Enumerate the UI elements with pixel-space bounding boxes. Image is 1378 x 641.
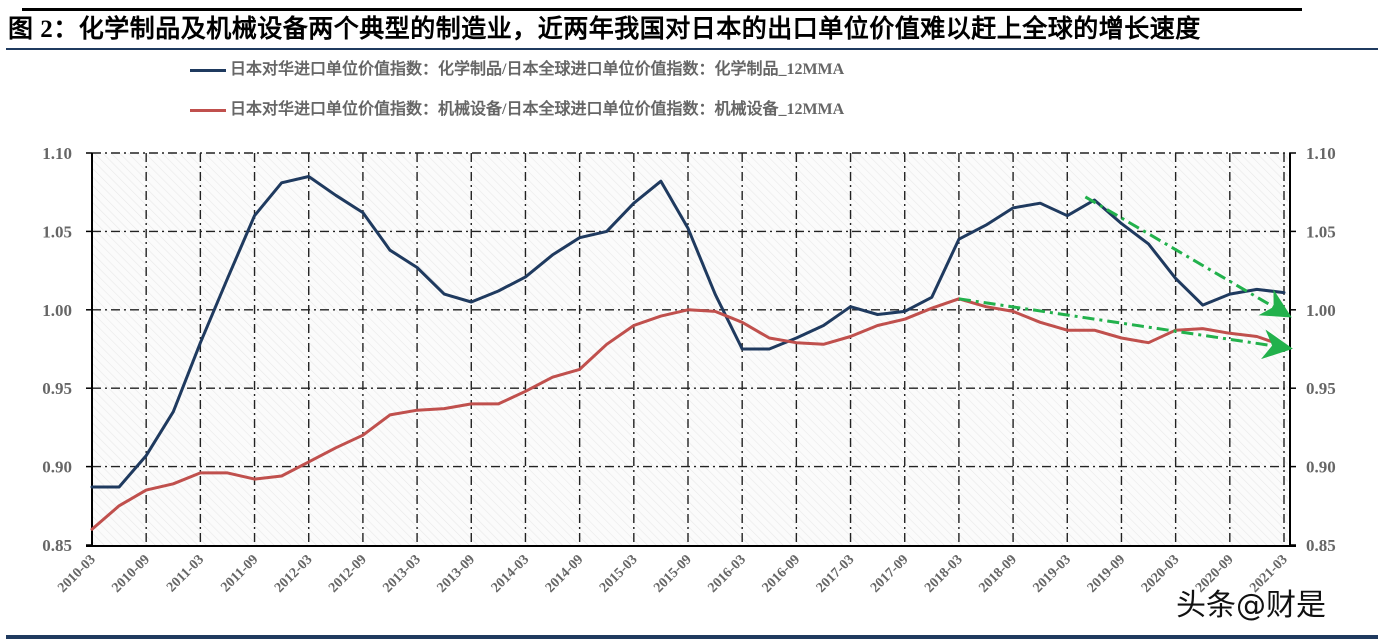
x-tick-label: 2015-09 [651,552,695,596]
y-tick-label-right: 1.10 [1306,144,1336,163]
y-tick-label-left: 1.10 [42,144,72,163]
x-tick-label: 2017-03 [814,552,858,596]
legend-swatch-blue [190,68,226,72]
x-tick-label: 2017-09 [868,552,912,596]
x-tick-label: 2010-09 [109,552,153,596]
line-chart: 0.85 0.85 0.90 0.90 0.95 0.95 1.00 1.00 1.05 1.05… [42,144,1336,596]
legend-item-chemicals: 日本对华进口单位价值指数：化学制品/日本全球进口单位价值指数：化学制品_12MM… [190,58,1190,82]
plot-area [92,153,1288,545]
y-tick-label-right: 1.00 [1306,301,1336,320]
x-tick-label: 2019-03 [1030,552,1074,596]
series-line-machinery [90,297,1286,531]
x-tick-label: 2018-03 [922,552,966,596]
y-tick-label-left: 0.95 [42,379,72,398]
legend-label-machinery: 日本对华进口单位价值指数：机械设备/日本全球进口单位价值指数：机械设备_12MM… [230,101,845,118]
y-tick-label-left: 0.90 [42,458,72,477]
x-tick-label: 2014-09 [543,552,587,596]
x-tick-label: 2019-09 [1085,552,1129,596]
legend-item-machinery: 日本对华进口单位价值指数：机械设备/日本全球进口单位价值指数：机械设备_12MM… [190,98,1190,122]
bottom-rule [6,635,1378,639]
x-tick-label: 2018-09 [976,552,1020,596]
trend-arrows [958,195,1293,360]
legend-swatch-red [190,108,226,112]
x-axis-ticks: 2010-03 2010-09 2011-03 2011-09 2012-03 2012-… [55,552,1291,596]
x-tick-label: 2012-03 [272,552,316,596]
y-tick-label-left: 0.85 [42,536,72,555]
y-tick-label-right: 0.90 [1306,458,1336,477]
y-tick-label-left: 1.00 [42,301,72,320]
x-tick-label: 2014-03 [489,552,533,596]
trend-arrow-machinery [958,297,1293,360]
y-tick-label-right: 0.95 [1306,379,1336,398]
x-tick-label: 2010-03 [55,552,99,596]
x-tick-label: 2015-03 [597,552,641,596]
data-series [90,175,1286,531]
x-tick-label: 2013-03 [380,552,424,596]
y-tick-label-left: 1.05 [42,222,72,241]
x-tick-label: 2012-09 [326,552,370,596]
top-rule [22,8,1302,11]
y-tick-label-right: 0.85 [1306,536,1336,555]
y-tick-label-right: 1.05 [1306,222,1336,241]
figure-title: 图 2：化学制品及机械设备两个典型的制造业，近两年我国对日本的出口单位价值难以赶… [8,16,1201,43]
x-tick-label: 2011-03 [164,552,207,595]
legend-label-chemicals: 日本对华进口单位价值指数：化学制品/日本全球进口单位价值指数：化学制品_12MM… [230,61,845,78]
x-tick-label: 2013-09 [434,552,478,596]
x-tick-label: 2016-09 [760,552,804,596]
x-tick-label: 2011-09 [218,552,261,595]
x-tick-label: 2016-03 [705,552,749,596]
series-line-chemicals [90,175,1286,489]
title-rule [6,48,1378,50]
y-axis-ticks: 0.85 0.85 0.90 0.90 0.95 0.95 1.00 1.00 1.05 1.05… [42,144,1336,555]
watermark: 头条@财是 [1176,588,1326,623]
